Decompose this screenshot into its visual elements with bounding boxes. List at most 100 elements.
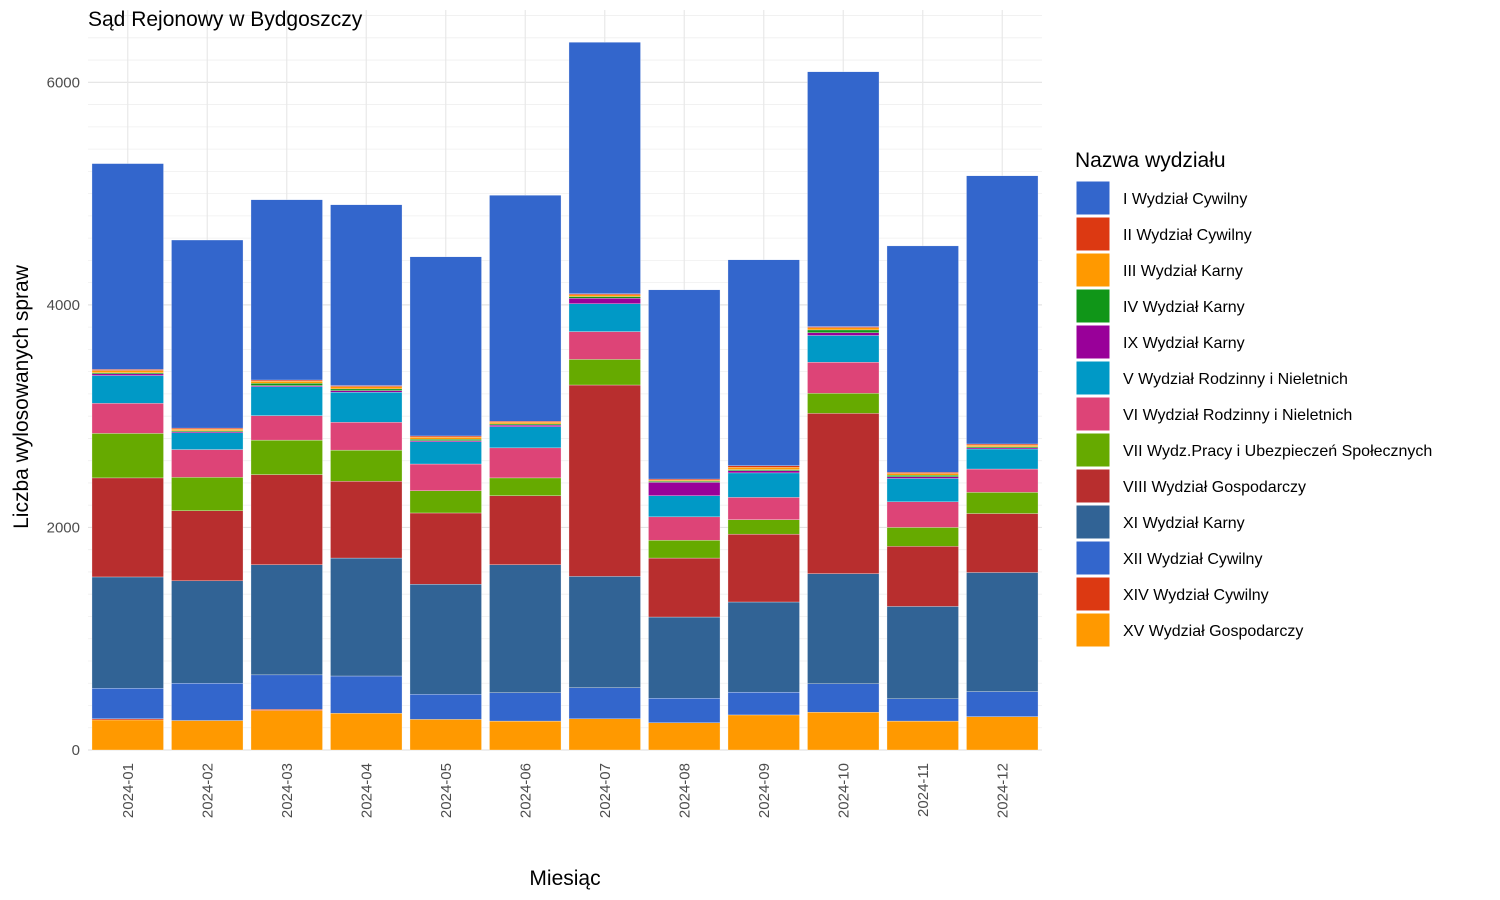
legend-swatch — [1075, 540, 1111, 576]
legend-label: III Wydział Karny — [1123, 263, 1243, 280]
legend-swatch — [1075, 252, 1111, 288]
bar-segment — [489, 422, 562, 425]
bar-segment — [250, 379, 323, 382]
bar-segment — [966, 492, 1039, 514]
bar-segment — [727, 519, 800, 535]
legend-swatch — [1075, 180, 1111, 216]
legend-label: XIV Wydział Cywilny — [1123, 587, 1269, 604]
legend-swatch — [1075, 612, 1111, 648]
legend-swatch — [1075, 468, 1111, 504]
bar-segment — [330, 386, 403, 390]
bar-segment — [727, 465, 800, 468]
bar-segment — [886, 245, 959, 473]
bar-segment — [886, 478, 959, 502]
bar-segment — [91, 375, 164, 404]
bar-segment — [966, 691, 1039, 717]
bar-segment — [250, 439, 323, 475]
bar-segment — [568, 293, 641, 296]
bar-segment — [648, 616, 721, 699]
bar-segment — [409, 436, 482, 440]
bar-segment — [727, 469, 800, 471]
bar-segment — [489, 495, 562, 565]
bars — [91, 42, 1039, 751]
x-tick-label: 2024-03 — [279, 763, 296, 818]
bar-segment — [886, 472, 959, 474]
bar-segment — [568, 718, 641, 751]
bar-segment — [330, 713, 403, 751]
x-tick-label: 2024-01 — [120, 763, 137, 818]
y-axis-ticks: 0 2000 4000 6000 — [47, 74, 80, 759]
bar-segment — [648, 516, 721, 541]
bar-segment — [966, 444, 1039, 447]
legend-label: VI Wydział Rodzinny i Nieletnich — [1123, 407, 1352, 424]
bar-segment — [727, 472, 800, 498]
bar-segment — [171, 477, 244, 511]
legend-label: XI Wydział Karny — [1123, 515, 1245, 532]
bar-segment — [966, 513, 1039, 573]
legend-label: II Wydział Cywilny — [1123, 227, 1252, 244]
bar-segment — [489, 564, 562, 693]
bar-segment — [966, 446, 1039, 449]
legend-label: VIII Wydział Gospodarczy — [1123, 479, 1306, 496]
bar-segment — [171, 449, 244, 478]
legend-swatch — [1075, 504, 1111, 540]
bar-segment — [250, 674, 323, 710]
bar-segment — [489, 421, 562, 423]
bar-segment — [171, 580, 244, 684]
bar-segment — [886, 698, 959, 722]
bar-segment — [91, 372, 164, 375]
bar-segment — [409, 440, 482, 442]
bar-segment — [727, 601, 800, 693]
x-tick-label: 2024-05 — [438, 763, 455, 818]
bar-segment — [648, 722, 721, 751]
bar-segment — [727, 470, 800, 474]
bar-segment — [409, 584, 482, 695]
bar-segment — [648, 698, 721, 723]
bar-segment — [171, 429, 244, 432]
y-tick-label: 6000 — [47, 74, 80, 91]
bar-segment — [886, 501, 959, 528]
bar-segment — [409, 490, 482, 514]
bar-segment — [91, 718, 164, 721]
bar-segment — [330, 449, 403, 482]
x-tick-label: 2024-09 — [756, 763, 773, 818]
x-axis-title: Miesiąc — [529, 867, 600, 890]
legend-title: Nazwa wydziału — [1075, 149, 1226, 172]
legend: Nazwa wydziału I Wydział Cywilny II Wydzi… — [1075, 149, 1432, 648]
bar-segment — [648, 480, 721, 482]
bar-segment — [568, 296, 641, 299]
bar-segment — [330, 388, 403, 391]
bar-segment — [91, 373, 164, 376]
x-tick-label: 2024-06 — [517, 763, 534, 818]
bar-segment — [171, 683, 244, 721]
bar-segment — [966, 447, 1039, 450]
bar-segment — [807, 71, 880, 327]
bar-segment — [489, 477, 562, 496]
bar-segment — [807, 683, 880, 713]
bar-segment — [568, 576, 641, 688]
bar-segment — [807, 326, 880, 328]
bar-segment — [648, 540, 721, 559]
bar-segment — [489, 692, 562, 722]
bar-segment — [886, 720, 959, 751]
bar-segment — [568, 359, 641, 386]
bar-segment — [409, 441, 482, 465]
bar-segment — [648, 478, 721, 481]
bar-segment — [886, 606, 959, 699]
y-axis-title: Liczba wylosowanych spraw — [10, 264, 33, 529]
bar-segment — [568, 298, 641, 304]
bar-segment — [250, 709, 323, 711]
bar-segment — [489, 423, 562, 426]
chart-title: Sąd Rejonowy w Bydgoszczy — [88, 8, 363, 31]
x-tick-label: 2024-11 — [915, 763, 932, 817]
bar-segment — [250, 383, 323, 386]
x-axis-ticks: 2024-01 2024-02 2024-03 2024-04 2024-05 2024-… — [120, 763, 1012, 818]
bar-segment — [489, 424, 562, 427]
bar-segment — [727, 691, 800, 716]
bar-segment — [648, 289, 721, 480]
bar-segment — [330, 422, 403, 451]
x-tick-label: 2024-10 — [835, 763, 852, 818]
bar-segment — [886, 546, 959, 607]
bar-segment — [568, 303, 641, 332]
bar-segment — [171, 720, 244, 751]
